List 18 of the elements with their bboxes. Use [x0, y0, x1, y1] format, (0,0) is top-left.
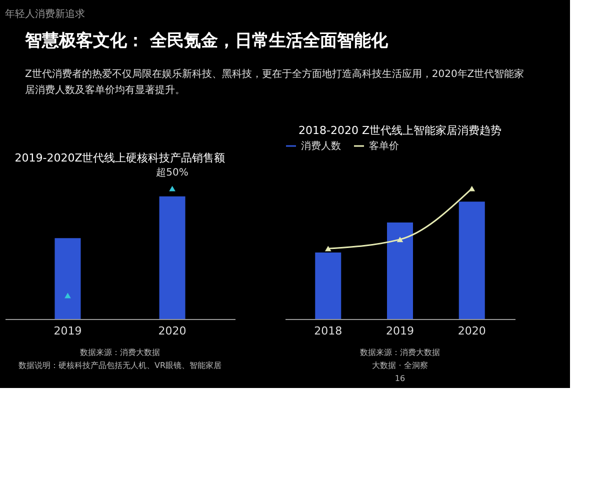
x-tick-label: 2018 [314, 324, 342, 338]
text: 大数据 · 全洞察 [372, 361, 428, 370]
x-tick-label: 2020 [458, 324, 486, 338]
legend-label: 消费人数 [301, 140, 341, 152]
text: Z世代消费者的热爱不仅局限在娱乐新科技、黑科技，更在于全方面地打造高科技生活应用，2020年Z世代智能家居消费人数及客单价均有显著提升。 [25, 68, 524, 96]
text: 数据说明：硬核科技产品包括无人机、VR眼镜、智能家居 [18, 361, 222, 370]
chart-title: 2019-2020Z世代线上硬核科技产品销售额 [14, 152, 226, 165]
source-note: 数据来源：消费大数据 [360, 348, 440, 357]
chart-title: 2018-2020 Z世代线上智能家居消费趋势 [298, 124, 502, 137]
text: 年轻人消费新追求 [5, 8, 85, 20]
x-tick-label: 2020 [158, 324, 186, 338]
legend-label: 客单价 [369, 140, 399, 152]
text: 智慧极客文化： 全民氪金，日常生活全面智能化 [24, 31, 389, 51]
annotation: 超50% [156, 166, 188, 179]
source-note: 数据来源：消费大数据 [80, 348, 160, 357]
x-tick-label: 2019 [386, 324, 414, 338]
x-tick-label: 2019 [54, 324, 82, 338]
text: 16 [394, 374, 406, 383]
